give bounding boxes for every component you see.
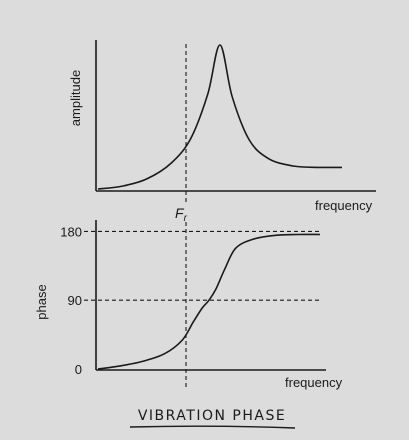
phase-x-axis-label: frequency (285, 375, 343, 390)
figure-caption: VIBRATION PHASE (138, 408, 286, 424)
amplitude-axis-label: amplitude (68, 70, 83, 126)
phase-series-line (97, 233, 321, 370)
resonance-frequency-label: Fr (175, 205, 188, 224)
phase-axis-label: phase (34, 284, 49, 319)
amplitude-x-axis-label: frequency (315, 198, 373, 213)
phase-tick-label: 0 (75, 362, 82, 377)
caption-underline (129, 425, 296, 429)
phase-tick-label: 90 (68, 293, 82, 308)
phase-tick-label: 180 (60, 224, 82, 239)
amplitude-chart: amplitude frequency Fr (68, 40, 376, 224)
amplitude-series-line (97, 44, 343, 190)
phase-chart: 0 90 180 phase frequency (34, 220, 343, 390)
